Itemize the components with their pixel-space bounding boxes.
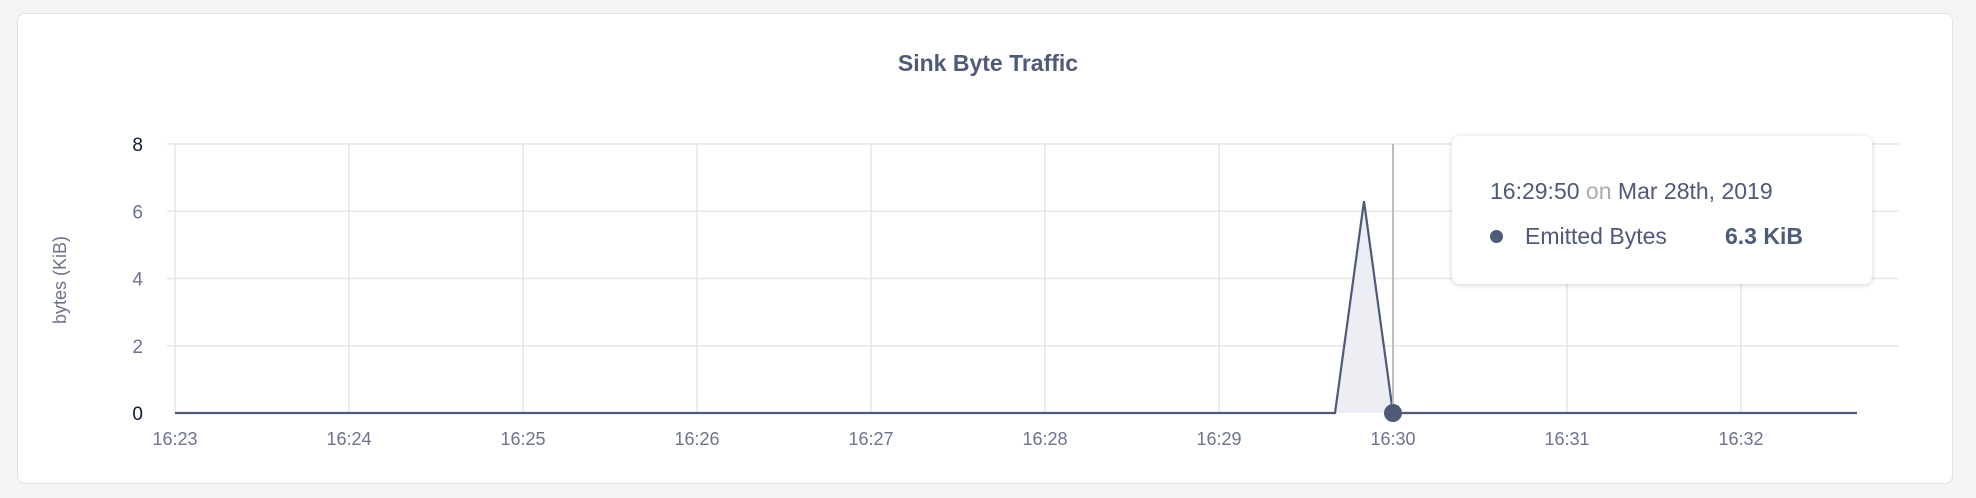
x-tick-label: 16:26 — [674, 429, 719, 449]
chart-tooltip: 16:29:50 on Mar 28th, 2019 Emitted Bytes… — [1452, 136, 1872, 284]
y-tick-label: 2 — [132, 337, 143, 358]
chart-title: Sink Byte Traffic — [897, 50, 1079, 76]
x-tick-label: 16:30 — [1370, 429, 1415, 449]
y-tick-label: 4 — [132, 270, 143, 291]
x-tick-label: 16:32 — [1718, 429, 1763, 449]
y-tick-label: 6 — [132, 202, 143, 223]
series-line — [175, 201, 1857, 415]
x-tick-label: 16:27 — [848, 429, 893, 449]
x-tick-label: 16:28 — [1022, 429, 1067, 449]
series-dot-icon — [1490, 230, 1503, 243]
tooltip-time: 16:29:50 — [1490, 178, 1580, 204]
tooltip-header: 16:29:50 on Mar 28th, 2019 — [1490, 178, 1872, 205]
tooltip-date: Mar 28th, 2019 — [1617, 178, 1773, 204]
x-tick-label: 16:25 — [500, 429, 545, 449]
tooltip-value: 6.3 KiB — [1725, 223, 1803, 249]
hover-point — [1384, 404, 1402, 422]
x-tick-label: 16:23 — [152, 429, 197, 449]
x-tick-label: 16:29 — [1196, 429, 1241, 449]
x-tick-label: 16:31 — [1544, 429, 1589, 449]
tooltip-row: Emitted Bytes 6.3 KiB — [1490, 223, 1872, 250]
tooltip-series-name: Emitted Bytes — [1525, 223, 1667, 249]
x-tick-label: 16:24 — [326, 429, 371, 449]
y-tick-label: 0 — [132, 404, 143, 425]
y-axis-label: bytes (KiB) — [50, 236, 70, 324]
tooltip-on: on — [1585, 178, 1612, 204]
y-tick-label: 8 — [132, 135, 143, 156]
